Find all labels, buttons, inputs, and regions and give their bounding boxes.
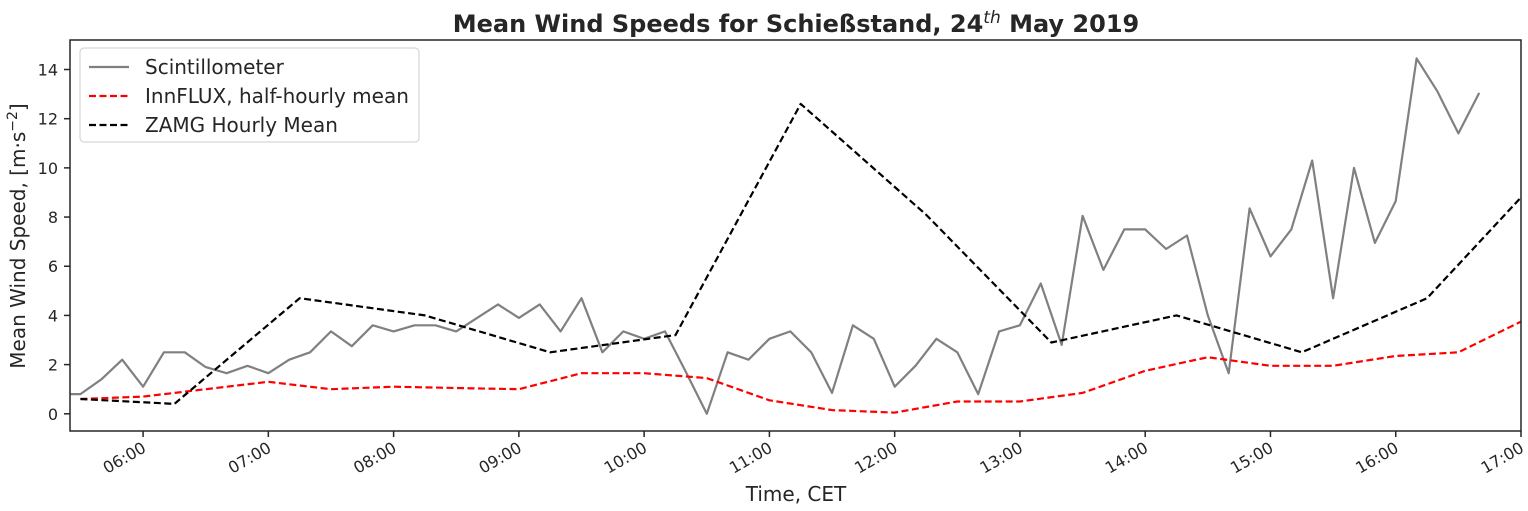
x-tick-label: 15:00 [1227, 438, 1276, 478]
series-line-2 [80, 320, 1521, 414]
x-tick-label: 11:00 [726, 438, 775, 478]
x-tick-label: 14:00 [1102, 438, 1151, 478]
chart-title: Mean Wind Speeds for Schießstand, 24th M… [453, 8, 1139, 38]
legend-label: Scintillometer [145, 55, 285, 79]
plot-frame [69, 39, 1522, 432]
x-tick-label: 08:00 [350, 438, 399, 478]
x-tick-label: 07:00 [225, 438, 274, 478]
y-axis-label: Mean Wind Speed, [m·s−2] [5, 103, 30, 368]
x-tick-label: 13:00 [977, 438, 1026, 478]
x-tick-label: 17:00 [1478, 438, 1527, 478]
x-tick-label: 09:00 [475, 438, 524, 478]
x-tick-label: 10:00 [601, 438, 650, 478]
y-tick-label: 2 [48, 356, 58, 375]
legend-box [79, 47, 420, 143]
legend-label: InnFLUX, half-hourly mean [145, 84, 409, 108]
y-tick-label: 12 [38, 110, 58, 129]
x-tick-label: 12:00 [851, 438, 900, 478]
y-tick-label: 0 [48, 405, 58, 424]
x-axis: 06:00 07:00 08:00 09:00 10:00 11:00 12:00 13:00… [100, 431, 1527, 478]
y-tick-label: 10 [38, 159, 58, 178]
series-line-3 [80, 102, 1521, 405]
y-tick-label: 6 [48, 257, 58, 276]
plot-series [70, 57, 1521, 415]
legend: Scintillometer InnFLUX, half-hourly mean Z… [79, 47, 420, 143]
y-tick-label: 8 [48, 208, 58, 227]
x-axis-label: Time, CET [745, 482, 847, 506]
y-tick-label: 14 [38, 61, 58, 80]
y-tick-label: 4 [48, 306, 58, 325]
legend-label: ZAMG Hourly Mean [145, 113, 338, 137]
y-axis: 0 2 4 6 8 10 12 14 [38, 61, 70, 424]
x-tick-label: 16:00 [1352, 438, 1401, 478]
x-tick-label: 06:00 [100, 438, 149, 478]
series-line-1 [70, 57, 1481, 415]
